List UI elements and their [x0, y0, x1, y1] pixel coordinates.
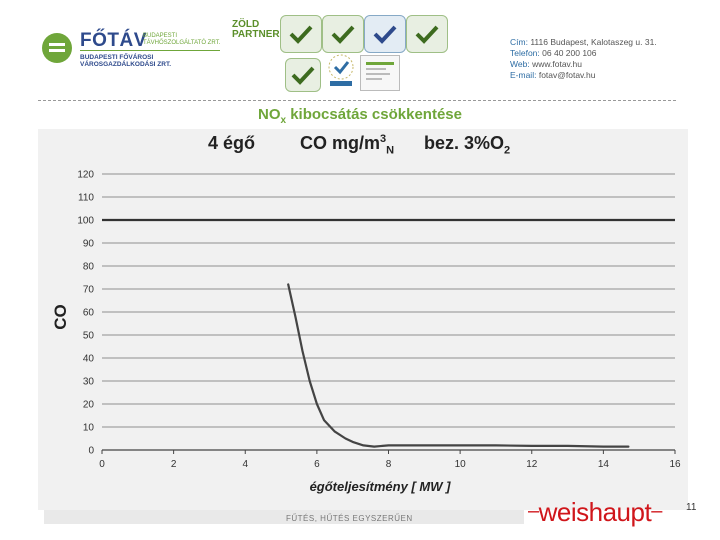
- slide-title-sub: x: [280, 115, 287, 126]
- emas-logo-icon: [326, 52, 356, 88]
- y-tick-label: 90: [83, 239, 95, 250]
- header-divider: [38, 100, 676, 101]
- web-link[interactable]: www.fotav.hu: [532, 59, 582, 69]
- y-tick-label: 50: [83, 331, 95, 342]
- y-tick-label: 70: [83, 285, 95, 296]
- chart-title-unit-sub: N: [386, 144, 395, 157]
- certificate-badge-icon: [285, 58, 321, 92]
- footer-band: [44, 510, 524, 524]
- y-tick-label: 80: [83, 262, 95, 273]
- email-link[interactable]: fotav@fotav.hu: [538, 70, 596, 80]
- address: 1116 Budapest, Kalotaszeg u. 31.: [530, 37, 657, 47]
- y-tick-label: 10: [83, 423, 95, 434]
- logo-text: weishaupt: [538, 497, 652, 527]
- phone: 06 40 200 106: [542, 48, 597, 58]
- x-tick-label: 4: [242, 459, 248, 470]
- address-label: Cím:: [510, 37, 528, 47]
- weishaupt-logo: –weishaupt–: [528, 497, 662, 528]
- certificate-document-icon: [360, 55, 400, 91]
- fotav-logo-icon: [42, 33, 72, 63]
- co-series-line: [287, 283, 630, 448]
- chart-title-unit-sup: 3: [380, 133, 387, 145]
- certificate-badge-icon: [364, 15, 406, 53]
- x-tick-label: 12: [526, 459, 538, 470]
- chart-title-reference-sub: 2: [504, 144, 511, 157]
- y-tick-label: 30: [83, 377, 95, 388]
- co-chart: 0 10 20 30 40 50 60 70 80 90 100 110 120 0 2 4 6 8 10 12 14 1…: [51, 170, 681, 495]
- x-tick-label: 6: [314, 459, 320, 470]
- contact-block: Cím: 1116 Budapest, Kalotaszeg u. 31. Te…: [510, 37, 657, 81]
- brand-line: BUDAPESTI FŐVÁROSI VÁROSGAZDÁLKODÁSI ZRT…: [80, 50, 220, 68]
- page-number: 11: [686, 502, 697, 513]
- x-tick-label: 0: [99, 459, 105, 470]
- brand-name: FŐTÁV: [80, 30, 147, 51]
- chart-title-unit: CO mg/m3N: [300, 133, 394, 157]
- x-tick-label: 16: [669, 459, 681, 470]
- y-tick-label: 0: [88, 446, 94, 457]
- x-tick-label: 10: [455, 459, 467, 470]
- y-tick-label: 120: [77, 170, 94, 181]
- email-label: E-mail:: [510, 70, 537, 80]
- certificate-badge-icon: [280, 15, 322, 53]
- chart-title-unit-main: CO mg/m: [300, 133, 381, 153]
- chart-title-burners: 4 égő: [208, 133, 256, 153]
- y-tick-label: 60: [83, 308, 95, 319]
- footer-tagline: FŰTÉS, HŰTÉS EGYSZERŰEN: [286, 514, 413, 523]
- y-tick-label: 100: [77, 216, 94, 227]
- brand-subtitle: BUDAPESTI TÁVHŐSZOLGÁLTATÓ ZRT.: [143, 33, 221, 46]
- x-tick-label: 2: [171, 459, 177, 470]
- x-tick-label: 8: [386, 459, 392, 470]
- y-tick-label: 40: [83, 354, 95, 365]
- zold-partner-label: ZÖLD PARTNER: [232, 19, 280, 40]
- logo-dash-left: –: [528, 500, 539, 522]
- phone-label: Telefon:: [510, 48, 540, 58]
- x-tick-label: 14: [598, 459, 610, 470]
- slide-title-rest: kibocsátás csökkentése: [290, 106, 462, 123]
- chart-title-reference: bez. 3%O2: [424, 133, 510, 157]
- x-axis-label: égőteljesítmény [ MW ]: [310, 479, 452, 494]
- certificate-badge-icon: [406, 15, 448, 53]
- y-axis-label: CO: [51, 304, 70, 330]
- logo-dash-right: –: [651, 500, 662, 522]
- slide-title-main: NO: [257, 106, 281, 123]
- chart-title-reference-main: bez. 3%O: [424, 133, 505, 153]
- y-tick-label: 20: [83, 400, 95, 411]
- certificate-badge-icon: [322, 15, 364, 53]
- web-label: Web:: [510, 59, 530, 69]
- y-tick-label: 110: [78, 193, 94, 204]
- slide-title: NOx kibocsátás csökkentése: [0, 106, 720, 126]
